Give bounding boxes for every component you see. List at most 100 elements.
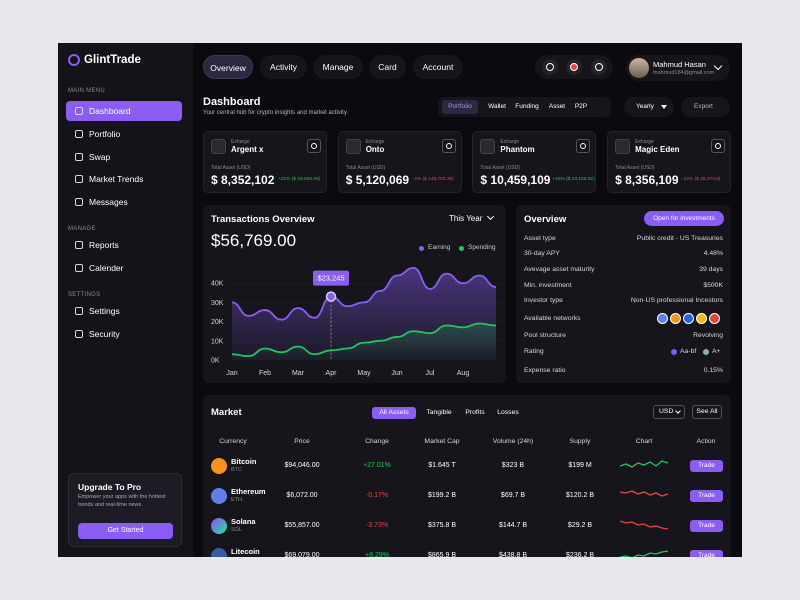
sparkline [620,460,669,468]
asset-change: +18% ($ 23,109.02) [552,177,595,182]
filter-tab[interactable]: Portfolio [442,100,478,114]
asset-card: Exharge Phantom Total Asset (USD) $ 10,459,… [472,131,597,193]
export-label: Export [694,103,713,110]
network-icon [709,313,720,324]
overview-label: Asset type [524,235,556,242]
see-all-button[interactable]: See All [692,405,722,419]
overview-label: Expense ratio [524,367,566,374]
market-filter[interactable]: Profits [465,409,485,416]
sparkline-path [620,490,669,497]
invest-button[interactable]: Open for investments [644,211,724,226]
menu-item[interactable]: Dashboard [66,101,182,121]
sparkline [620,520,669,530]
menu-label: Settings [89,306,120,316]
icon [75,198,83,207]
rating-value: A+ [712,348,721,355]
rating-value: Aa-bf [680,348,697,355]
x-tick-label: Mar [292,370,305,377]
market-filter[interactable]: All Assets [372,407,416,419]
y-tick-label: 0K [211,358,220,365]
x-tick-label: Jun [391,370,402,377]
filter-tab[interactable]: Wallet [488,103,506,110]
asset-card: Exharge Onto Total Asset (USD) $ 5,120,069-… [337,131,462,193]
menu-label: Security [89,328,120,339]
cell-change: -3.73% [365,522,389,529]
asset-label: Exharge [500,139,520,145]
trade-button[interactable]: Trade [690,550,723,557]
legend-label: Earning [428,244,451,251]
cell-change: +8.29% [365,552,389,557]
currency-select[interactable]: USD [653,405,685,419]
panel-title: Overview [524,214,567,225]
menu-item[interactable]: Security [66,324,182,344]
section-title: MAIN MENU [68,88,106,94]
cell-supply: $236.2 B [565,552,595,557]
nav-tab[interactable]: Card [369,55,406,79]
period-label: Yearly [636,103,654,110]
nav-tab[interactable]: Activity [260,55,307,79]
app-window: GlintTrade MAIN MENU Dashboard Portfolio Swa… [58,43,742,557]
coin-symbol: BTC [231,467,242,473]
period-select[interactable]: Yearly [624,97,674,117]
icon [75,329,83,338]
icon-glyph [570,63,578,71]
tooltip-box [313,270,349,286]
chevron [713,61,723,71]
y-tick-label: 10K [211,338,224,345]
page-subtitle: Your central hub for crypto insights and… [203,110,349,116]
icon-button[interactable] [542,59,558,75]
total-amount: $56,769.00 [211,231,297,250]
menu-item[interactable]: Portfolio [66,124,182,144]
upgrade-button[interactable]: Get Started [78,523,173,539]
market-filter[interactable]: Tangible [426,409,452,416]
menu-item[interactable]: Swap [66,147,182,167]
refresh-glyph [445,143,452,149]
market-filter[interactable]: Losses [497,409,519,416]
menu-item[interactable]: Market Trends [66,169,182,189]
upgrade-title: Upgrade To Pro [78,482,142,492]
asset-change: -4% ($ 149,700.39) [412,177,454,182]
overview-label: Rating [524,348,544,355]
asset-change: +21% ($ 19,045.05) [278,177,321,182]
user-menu[interactable]: Mahmud Hasan mahmud184@gmail.com [626,55,730,81]
nav-tab[interactable]: Manage [313,55,363,79]
asset-card: Exharge Magic Eden Total Asset (USD) $ 8,35… [607,131,732,193]
menu-label: Portfolio [89,128,121,139]
column-header: Currency [219,438,247,445]
refresh-button[interactable] [307,139,321,153]
menu-item[interactable]: Reports [66,235,182,255]
cell-price: $94,046.00 [284,462,320,469]
sparkline [620,550,669,557]
period-select[interactable]: This Year [449,212,495,223]
icon [75,175,83,184]
menu-item[interactable]: Messages [66,192,182,212]
nav-tab[interactable]: Overview [203,55,253,79]
filter-tab[interactable]: Funding [515,103,539,110]
icon-button[interactable] [566,59,582,75]
export-button[interactable]: Export [681,97,730,117]
total-label: Total Asset (USD) [615,165,655,171]
filter-tab[interactable]: Asset [548,103,566,110]
cell-change: +27.01% [363,462,391,469]
coin-icon [211,548,227,557]
asset-value: $ 8,352,102 [211,173,275,187]
trade-button[interactable]: Trade [690,520,723,532]
cell-market-cap: $865.9 B [427,552,457,557]
panel-title: Transactions Overview [211,214,315,225]
refresh-button[interactable] [711,139,726,153]
y-tick-label: 20K [211,319,224,326]
refresh-button[interactable] [441,139,456,153]
icon-button[interactable] [591,59,607,75]
menu-item[interactable]: Settings [66,301,182,321]
trade-button[interactable]: Trade [690,460,723,472]
asset-change: -22% ($ 39,373.6) [682,177,721,182]
icon [75,107,83,115]
filter-tab[interactable]: P2P [574,103,588,110]
menu-item[interactable]: Calender [66,258,182,278]
nav-tab[interactable]: Account [413,55,463,79]
column-header: Volume (24h) [492,438,534,445]
legend-label: Spending [468,244,496,251]
refresh-button[interactable] [576,139,591,153]
trade-button[interactable]: Trade [690,490,723,502]
series-line [231,266,497,321]
